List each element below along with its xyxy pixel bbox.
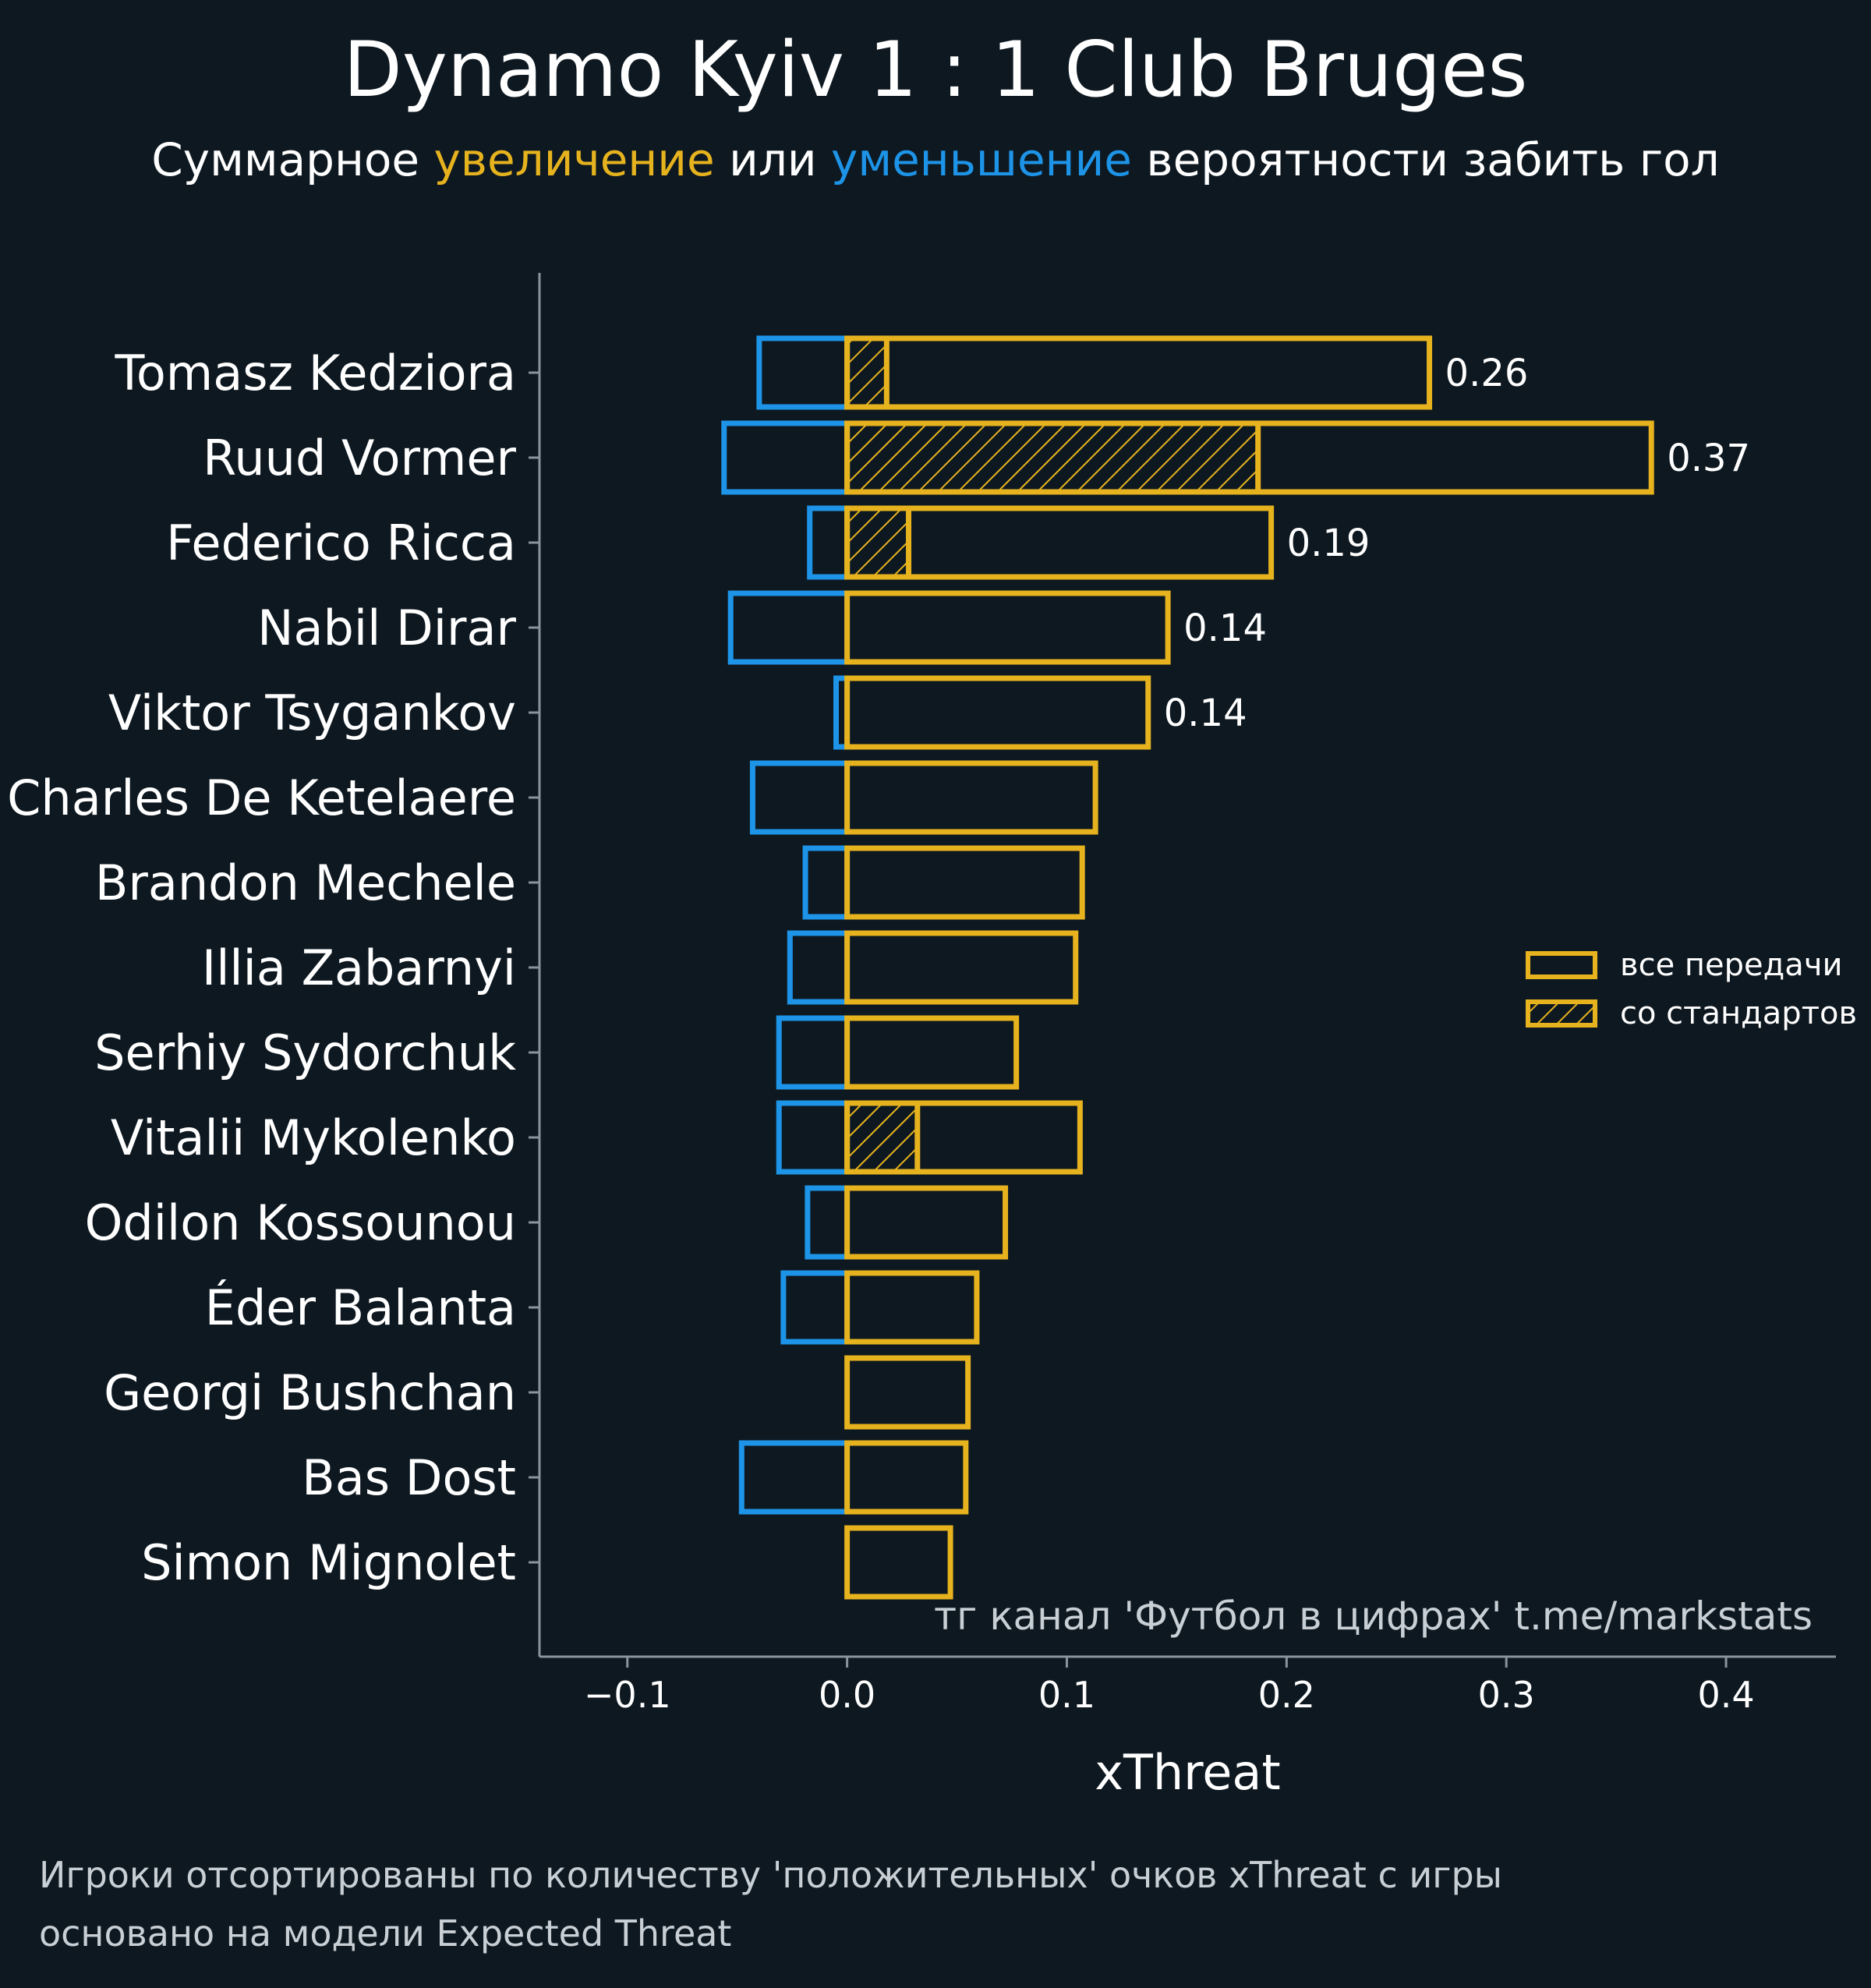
bar-positive-serhiy-sydorchuk [844,1015,1020,1090]
legend-label-all-passes: все передачи [1620,947,1842,983]
bar-positive-illia-zabarnyi [844,930,1079,1005]
y-label-georgi-bushchan: Georgi Bushchan [104,1364,516,1421]
bar-positive-federico-ricca [844,505,1275,580]
y-label-tomasz-kedziora: Tomasz Kedziora [115,345,516,401]
y-label-odilon-kossounou: Odilon Kossounou [85,1194,516,1251]
y-label-simon-mignolet: Simon Mignolet [141,1534,516,1591]
bar-negative-vitalii-mykolenko [776,1100,851,1175]
bar-setpiece-vitalii-mykolenko [844,1100,921,1175]
y-label-charles-de-ketelaere: Charles De Ketelaere [7,769,516,826]
value-label-ruud-vormer: 0.37 [1667,437,1750,480]
x-tick-label: 0.2 [1258,1674,1315,1716]
bar-positive-ruud-vormer [844,420,1654,495]
bar-positive-brandon-mechele [844,845,1085,920]
bars [721,335,1654,1600]
bar-negative-eder-balanta [780,1270,851,1345]
legend: все передачи со стандартов [1526,947,1857,1031]
bar-negative-federico-ricca [807,505,851,580]
value-label-tomasz-kedziora: 0.26 [1445,352,1529,395]
x-tick-label: −0.1 [584,1674,671,1716]
y-label-ruud-vormer: Ruud Vormer [203,430,516,486]
x-axis-label: xThreat [1095,1744,1280,1801]
chart-annotation: тг канал 'Футбол в цифрах' t.me/markstat… [934,1594,1813,1639]
bar-positive-bas-dost [844,1440,969,1515]
x-tick-label: 0.1 [1038,1674,1095,1716]
bar-positive-viktor-tsygankov [844,675,1151,750]
subtitle-decrease: уменьшение [831,133,1132,186]
value-label-federico-ricca: 0.19 [1287,522,1371,565]
y-label-eder-balanta: Éder Balanta [205,1279,516,1336]
bar-negative-illia-zabarnyi [787,930,851,1005]
x-tick-label: 0.3 [1478,1674,1535,1716]
y-label-federico-ricca: Federico Ricca [166,515,516,571]
x-tick-label: 0.0 [819,1674,875,1716]
subtitle-increase: увеличение [433,133,715,186]
subtitle-prefix: Суммарное [151,133,434,186]
footnote-model: основано на модели Expected Threat [39,1912,732,1954]
value-label-viktor-tsygankov: 0.14 [1164,692,1247,735]
axes: −0.1 0.0 0.1 0.2 0.3 0.4 xThreat [529,273,1836,1801]
y-label-brandon-mechele: Brandon Mechele [95,854,516,911]
bar-setpiece-tomasz-kedziora [844,335,890,410]
bar-setpiece-federico-ricca [844,505,912,580]
y-label-nabil-dirar: Nabil Dirar [257,600,516,656]
y-label-viktor-tsygankov: Viktor Tsygankov [108,684,516,741]
bar-positive-nabil-dirar [844,590,1171,665]
y-label-bas-dost: Bas Dost [302,1449,516,1506]
bar-positive-charles-de-ketelaere [844,760,1098,835]
bar-positive-simon-mignolet [844,1525,953,1600]
bar-positive-vitalii-mykolenko [844,1100,1083,1175]
bar-positive-eder-balanta [844,1270,980,1345]
value-label-nabil-dirar: 0.14 [1183,607,1267,650]
legend-swatch-set-pieces [1526,999,1597,1028]
bar-negative-odilon-kossounou [805,1185,851,1260]
y-label-serhiy-sydorchuk: Serhiy Sydorchuk [94,1024,516,1081]
bar-setpiece-ruud-vormer [844,420,1261,495]
bar-negative-bas-dost [738,1440,851,1515]
y-label-illia-zabarnyi: Illia Zabarnyi [202,939,516,996]
chart-title: Dynamo Kyiv 1 : 1 Club Bruges [343,26,1528,115]
legend-label-set-pieces: со стандартов [1620,996,1857,1031]
bar-positive-georgi-bushchan [844,1355,971,1430]
bar-negative-nabil-dirar [727,590,851,665]
bar-negative-serhiy-sydorchuk [776,1015,851,1090]
x-tick-label: 0.4 [1697,1674,1754,1716]
footnote-sorting: Игроки отсортированы по количеству 'поло… [39,1854,1502,1896]
subtitle-or: или [714,133,832,186]
bar-negative-brandon-mechele [802,845,851,920]
bar-negative-ruud-vormer [721,420,851,495]
bar-negative-tomasz-kedziora [756,335,851,410]
bar-negative-charles-de-ketelaere [749,760,851,835]
bar-positive-tomasz-kedziora [844,335,1433,410]
chart-subtitle: Суммарное увеличение или уменьшение веро… [0,129,1871,191]
labels: Tomasz Kedziora 0.26 Ruud Vormer 0.37 Federi… [7,345,1813,1639]
legend-swatch-all-passes [1526,951,1597,979]
y-label-vitalii-mykolenko: Vitalii Mykolenko [111,1109,516,1166]
subtitle-suffix: вероятности забить гол [1131,133,1720,186]
bar-positive-odilon-kossounou [844,1185,1009,1260]
